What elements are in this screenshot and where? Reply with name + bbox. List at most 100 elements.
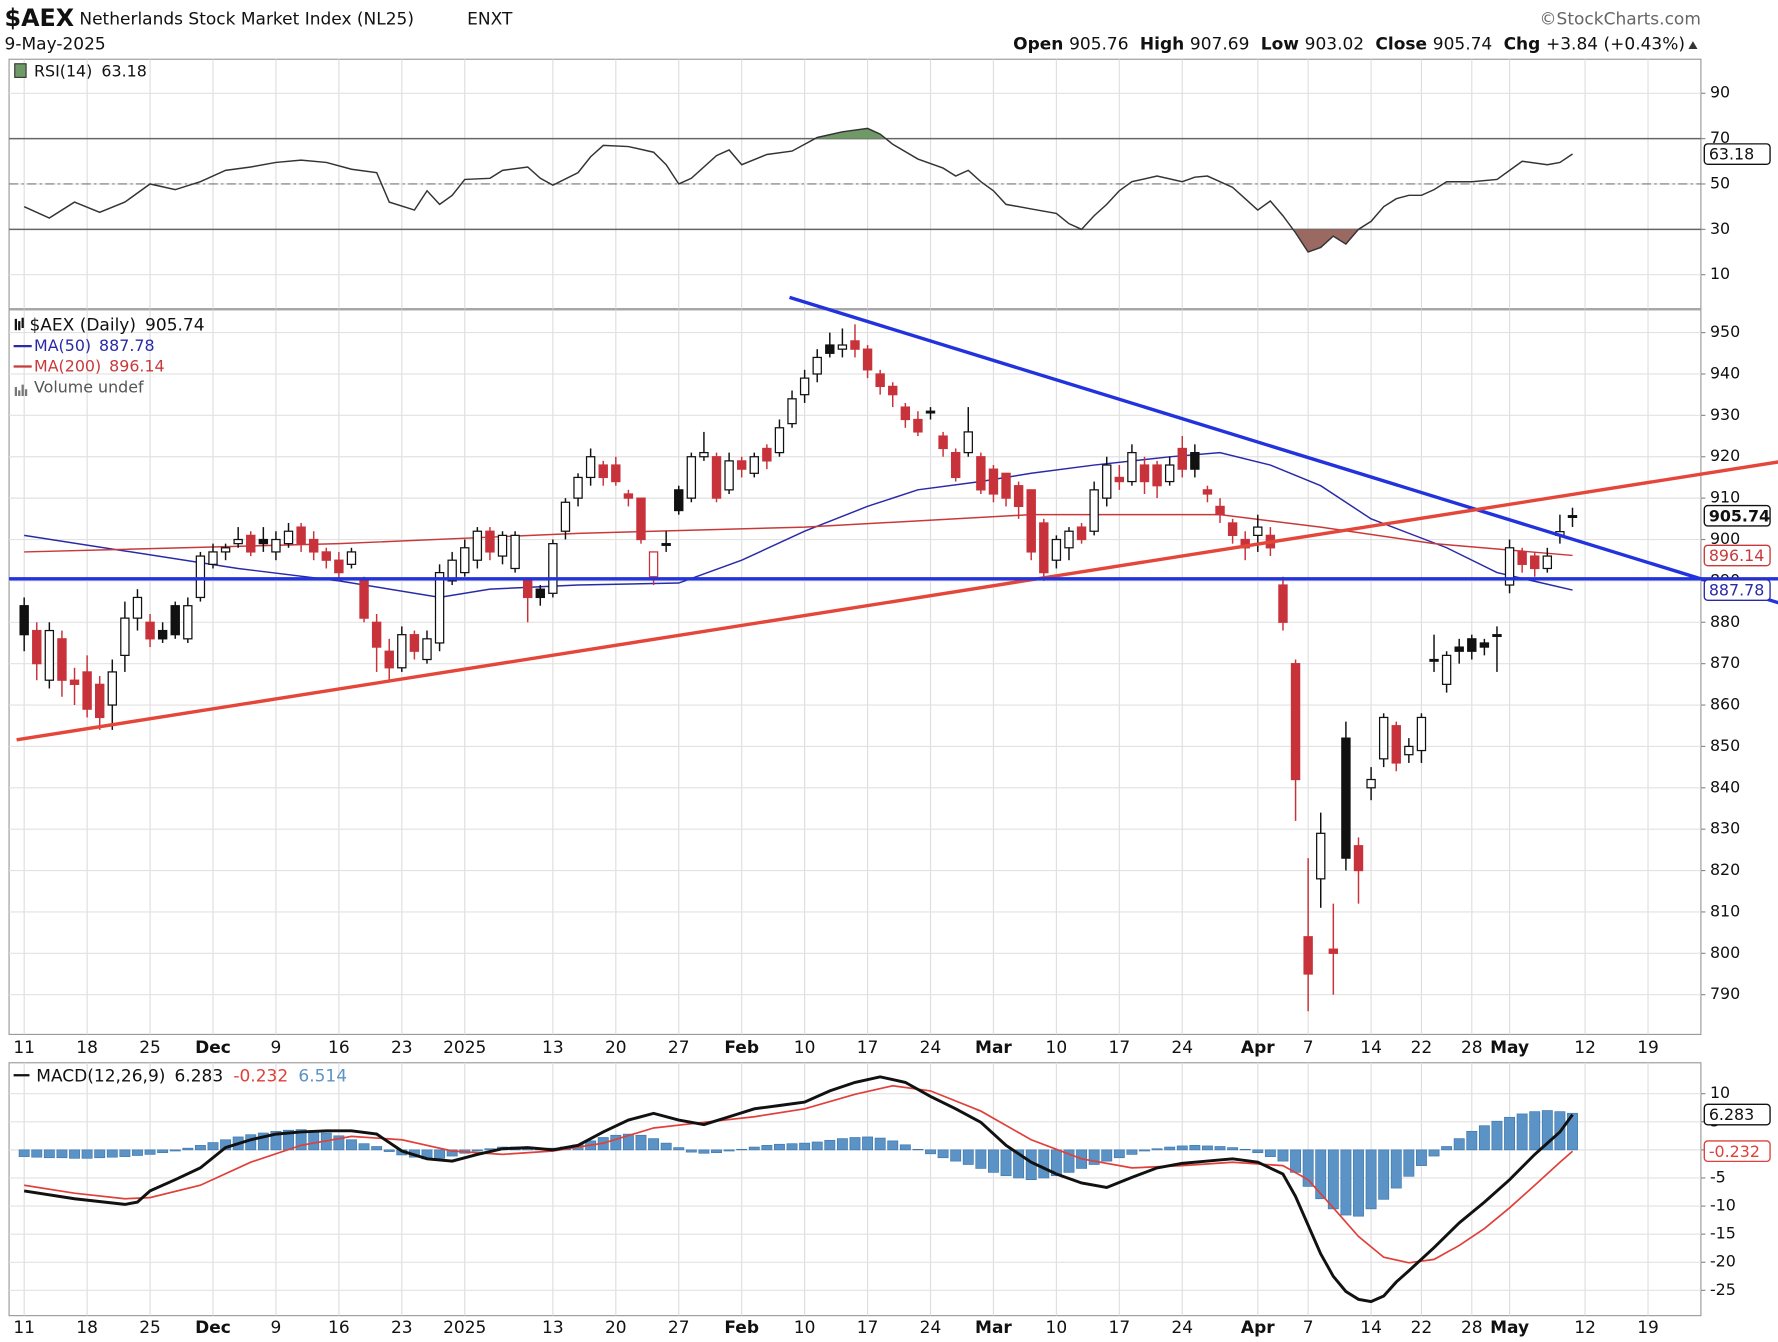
candle-body bbox=[1391, 725, 1401, 764]
candle-body bbox=[69, 679, 80, 685]
candle-body bbox=[1102, 464, 1112, 499]
x-tick-label: 9 bbox=[271, 1318, 282, 1338]
histogram-bar bbox=[18, 1149, 30, 1157]
histogram-bar bbox=[988, 1149, 999, 1173]
candle-body bbox=[1429, 658, 1439, 662]
candle-body bbox=[1517, 551, 1527, 565]
legend-name: MA(200) bbox=[34, 356, 101, 375]
histogram-bar bbox=[937, 1149, 949, 1159]
x-tick-label: 20 bbox=[605, 1318, 627, 1338]
x-tick-label: 20 bbox=[605, 1038, 627, 1058]
candle-body bbox=[246, 534, 256, 553]
value-box bbox=[1703, 579, 1771, 601]
histogram-bar bbox=[358, 1143, 370, 1151]
legend: RSI(14) 63.18 bbox=[34, 61, 147, 80]
candle-body bbox=[522, 580, 533, 599]
histogram-bar bbox=[333, 1135, 345, 1151]
value-box bbox=[1703, 504, 1771, 527]
histogram-bar bbox=[144, 1149, 156, 1155]
histogram-bar bbox=[383, 1149, 395, 1152]
candle-body bbox=[258, 538, 269, 545]
x-tick-label: 25 bbox=[139, 1038, 161, 1058]
candle-body bbox=[1479, 642, 1490, 648]
x-tick-label: 17 bbox=[857, 1318, 879, 1338]
legend: MA(50) 887.78 bbox=[34, 336, 155, 355]
x-tick-label: 16 bbox=[328, 1038, 350, 1058]
histogram-bar bbox=[1101, 1149, 1113, 1162]
histogram-bar bbox=[862, 1136, 874, 1151]
candle-body bbox=[321, 551, 331, 561]
candle-body bbox=[334, 559, 344, 574]
x-tick-label: 14 bbox=[1360, 1038, 1382, 1058]
histogram-bar bbox=[182, 1147, 194, 1151]
histogram-bar bbox=[270, 1130, 282, 1151]
x-tick-label: 17 bbox=[1109, 1318, 1131, 1338]
histogram-bar bbox=[56, 1149, 68, 1159]
candle-body bbox=[799, 377, 810, 396]
x-tick-label: 28 bbox=[1461, 1038, 1483, 1058]
histogram-bar bbox=[308, 1130, 320, 1151]
histogram-bar bbox=[169, 1149, 181, 1152]
value-box bbox=[1703, 1103, 1771, 1126]
candle-body bbox=[1504, 547, 1515, 586]
candle-body bbox=[724, 460, 734, 491]
histogram-bar bbox=[1516, 1113, 1528, 1151]
candle-body bbox=[548, 543, 558, 594]
y-tick-label: 90 bbox=[1710, 83, 1730, 102]
histogram-bar bbox=[1504, 1116, 1515, 1151]
candle-body bbox=[787, 398, 797, 425]
exchange: ENXT bbox=[467, 10, 513, 30]
candle-body bbox=[485, 530, 495, 553]
candle-body bbox=[611, 464, 621, 483]
candle-body bbox=[812, 356, 822, 375]
histogram-bar bbox=[1567, 1112, 1578, 1151]
histogram-bar bbox=[1000, 1149, 1012, 1177]
candle-body bbox=[1542, 555, 1553, 570]
legend-value: 887.78 bbox=[99, 336, 155, 355]
candle-body bbox=[598, 464, 608, 479]
histogram-bar bbox=[132, 1149, 143, 1156]
candle-body bbox=[1127, 451, 1137, 483]
x-tick-label: 27 bbox=[668, 1318, 690, 1338]
candle-body bbox=[1316, 832, 1326, 880]
histogram-bar bbox=[1277, 1149, 1289, 1162]
ohlc-label: Close bbox=[1375, 35, 1427, 55]
y-tick-label: 950 bbox=[1710, 322, 1740, 341]
y-tick-label: 900 bbox=[1710, 529, 1740, 548]
x-tick-label: 24 bbox=[1171, 1038, 1193, 1058]
candle-body bbox=[1467, 638, 1477, 652]
ohlc-label: Low bbox=[1261, 35, 1300, 55]
legend-icon bbox=[14, 317, 24, 331]
x-tick-label: May bbox=[1490, 1038, 1529, 1058]
candle-body bbox=[1227, 522, 1238, 536]
x-tick-label: 24 bbox=[920, 1318, 942, 1338]
candle-body bbox=[825, 344, 835, 354]
histogram-bar bbox=[106, 1149, 118, 1158]
candle-body bbox=[195, 555, 206, 599]
source: ©StockCharts.com bbox=[1540, 10, 1701, 30]
histogram-bar bbox=[1139, 1149, 1150, 1152]
candle-body bbox=[170, 605, 180, 636]
x-tick-label: 10 bbox=[1046, 1038, 1068, 1058]
histogram-bar bbox=[1453, 1138, 1465, 1151]
y-tick-label: 800 bbox=[1710, 943, 1740, 962]
trendline bbox=[789, 295, 1778, 605]
x-tick-label: 25 bbox=[139, 1318, 161, 1338]
x-tick-label: 17 bbox=[1109, 1038, 1131, 1058]
x-tick-label: 19 bbox=[1637, 1038, 1659, 1058]
x-tick-label: 14 bbox=[1360, 1318, 1382, 1338]
histogram-bar bbox=[1340, 1149, 1352, 1216]
x-tick-label: Feb bbox=[724, 1038, 759, 1058]
y-tick-label: -15 bbox=[1710, 1224, 1736, 1243]
value-box-label: 63.18 bbox=[1709, 145, 1754, 164]
y-tick-label: 910 bbox=[1710, 488, 1740, 507]
candle-body bbox=[1114, 476, 1125, 483]
candle-body bbox=[1290, 663, 1301, 781]
legend-value: 905.74 bbox=[145, 316, 204, 336]
candle-body bbox=[1366, 778, 1376, 789]
candle-body bbox=[308, 538, 319, 553]
legend: MACD(12,26,9) 6.283 -0.232 6.514 bbox=[36, 1066, 347, 1086]
candle-body bbox=[32, 629, 42, 665]
value-box bbox=[1703, 544, 1771, 567]
